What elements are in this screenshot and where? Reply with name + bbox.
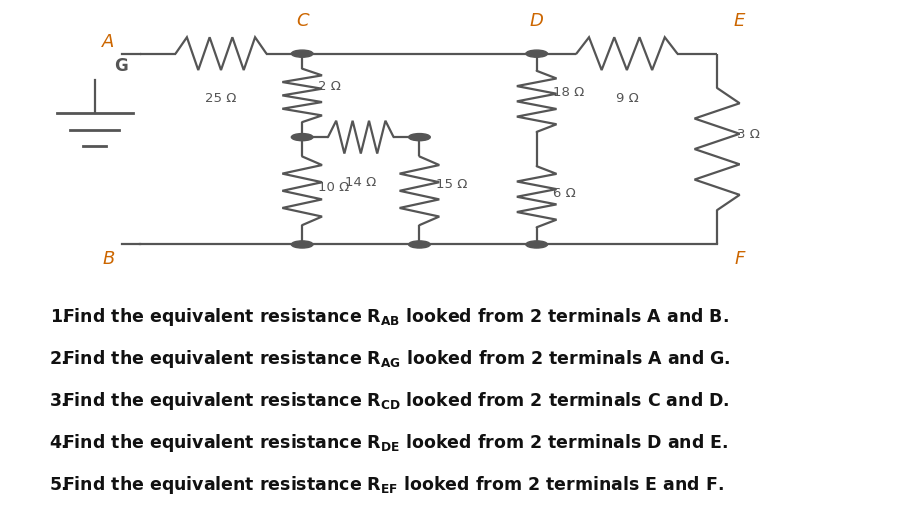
Text: 3 Ω: 3 Ω	[737, 127, 759, 141]
Text: G: G	[115, 57, 128, 75]
Text: D: D	[529, 12, 544, 30]
Text: 15 Ω: 15 Ω	[436, 178, 467, 191]
Text: 4.: 4.	[50, 434, 69, 452]
Text: 2.: 2.	[50, 350, 69, 368]
Circle shape	[291, 134, 313, 141]
Circle shape	[526, 241, 548, 248]
Text: 25 Ω: 25 Ω	[206, 93, 236, 105]
Text: 2 Ω: 2 Ω	[318, 80, 341, 93]
Circle shape	[409, 134, 430, 141]
Circle shape	[291, 241, 313, 248]
Circle shape	[409, 241, 430, 248]
Text: A: A	[102, 33, 115, 51]
Text: F: F	[734, 250, 745, 268]
Text: 5.: 5.	[50, 475, 69, 493]
Text: 3.: 3.	[50, 392, 69, 410]
Text: 1.: 1.	[50, 308, 69, 326]
Text: Find the equivalent resistance R$\mathregular{_{CD}}$ looked from 2 terminals C : Find the equivalent resistance R$\mathre…	[50, 390, 730, 412]
Text: 9 Ω: 9 Ω	[615, 93, 639, 105]
Text: 18 Ω: 18 Ω	[553, 86, 584, 99]
Circle shape	[526, 50, 548, 57]
Text: Find the equivalent resistance R$\mathregular{_{DE}}$ looked from 2 terminals D : Find the equivalent resistance R$\mathre…	[50, 432, 728, 454]
Text: E: E	[734, 12, 745, 30]
Text: 14 Ω: 14 Ω	[345, 176, 376, 189]
Circle shape	[291, 50, 313, 57]
Text: Find the equivalent resistance R$\mathregular{_{AG}}$ looked from 2 terminals A : Find the equivalent resistance R$\mathre…	[50, 348, 731, 370]
Text: B: B	[102, 250, 115, 268]
Text: 6 Ω: 6 Ω	[553, 187, 575, 200]
Text: Find the equivalent resistance R$\mathregular{_{EF}}$ looked from 2 terminals E : Find the equivalent resistance R$\mathre…	[50, 473, 723, 495]
Text: C: C	[296, 12, 308, 30]
Text: Find the equivalent resistance R$\mathregular{_{AB}}$ looked from 2 terminals A : Find the equivalent resistance R$\mathre…	[50, 306, 729, 328]
Text: 10 Ω: 10 Ω	[318, 181, 350, 194]
